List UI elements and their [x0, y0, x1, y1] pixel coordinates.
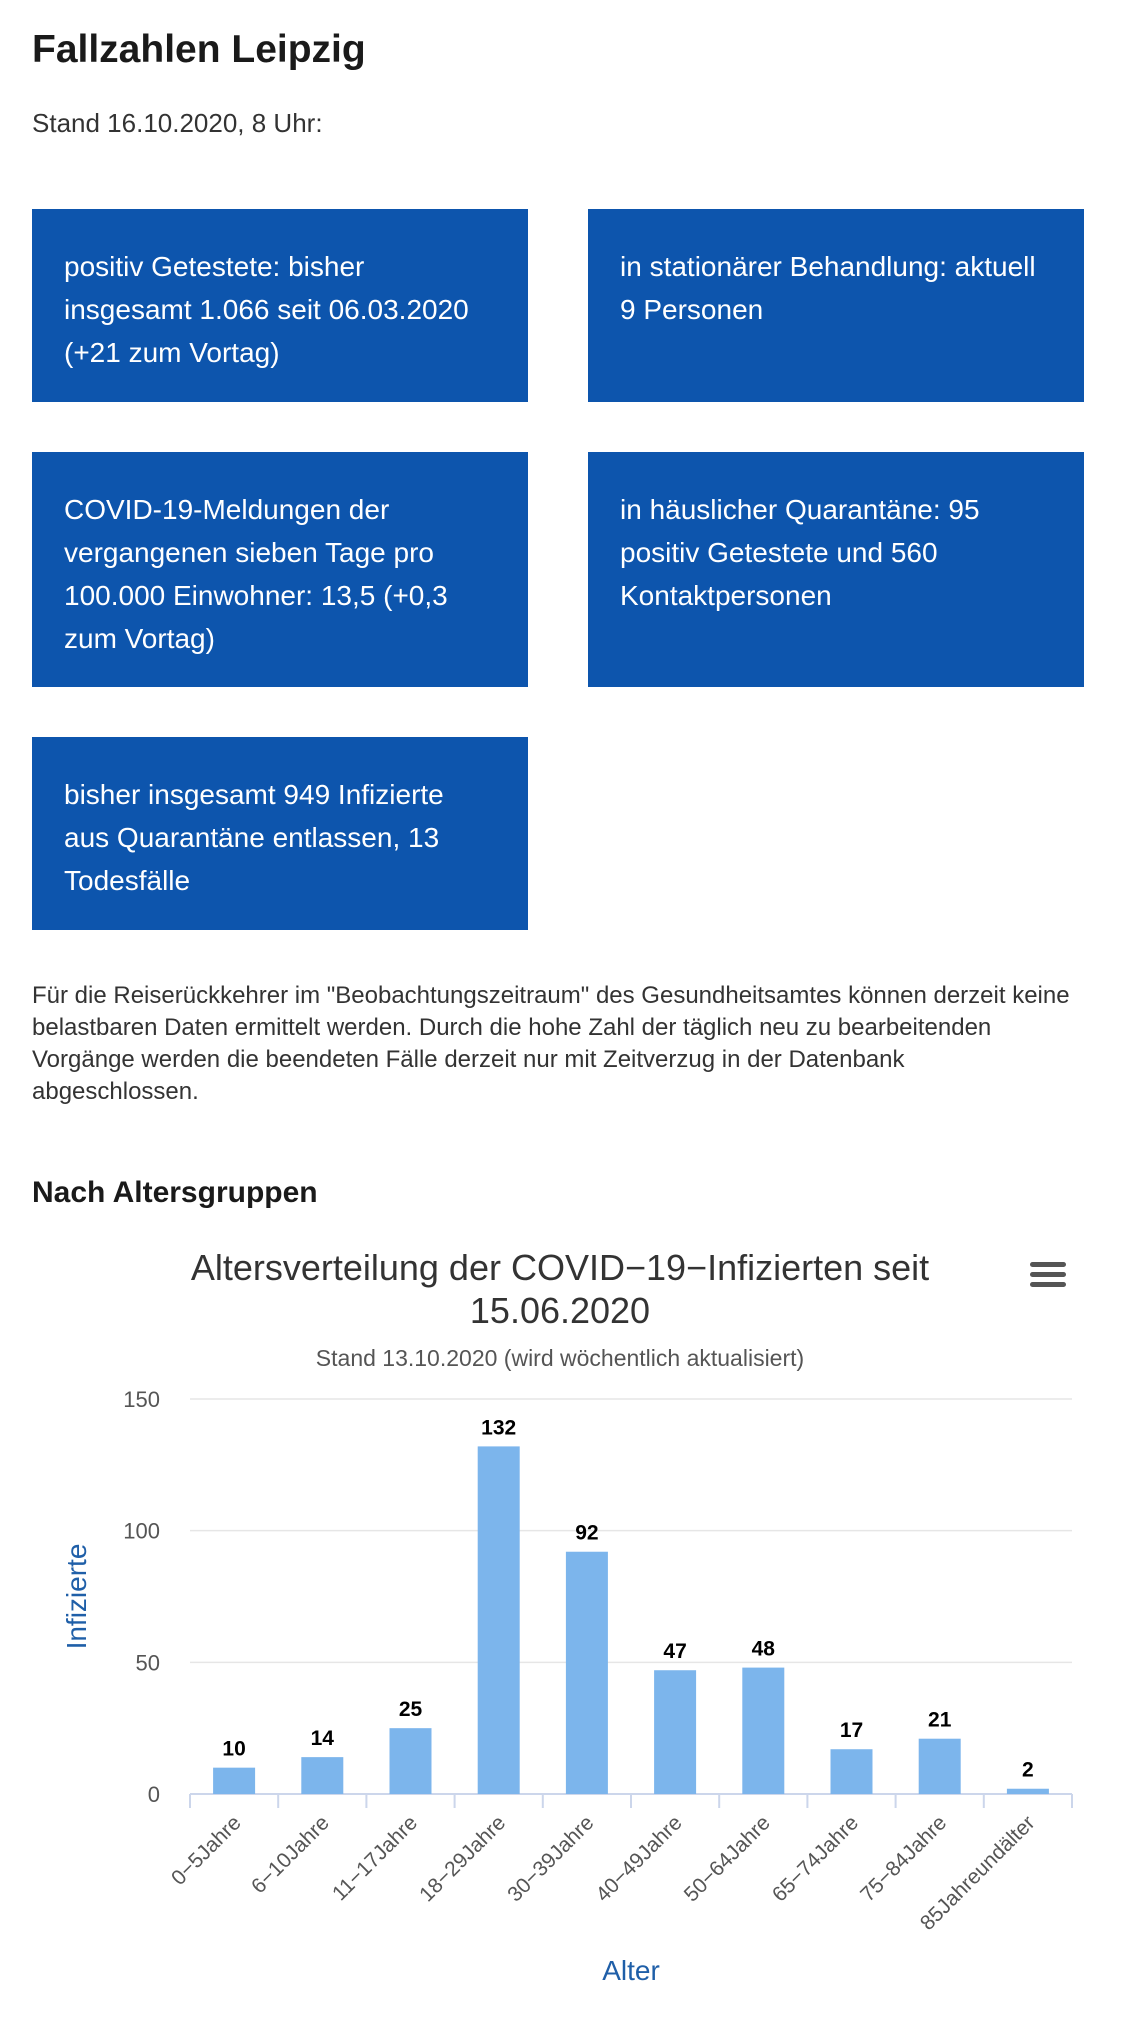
- bar: [654, 1670, 697, 1794]
- bar: [389, 1728, 432, 1794]
- stat-tile-quarantine: in häuslicher Quarantäne: 95 positiv Get…: [588, 452, 1084, 687]
- x-tick-label: 6−10Jahre: [247, 1811, 334, 1898]
- bar: [742, 1667, 785, 1794]
- stat-tile-released-deaths: bisher insgesamt 949 Infizierte aus Quar…: [32, 737, 528, 930]
- y-tick-label: 0: [148, 1782, 160, 1807]
- chart-subtitle: Stand 13.10.2020 (wird wöchentlich aktua…: [315, 1345, 805, 1371]
- stat-tile-text: in stationärer Behandlung: aktuell 9 Per…: [620, 251, 1036, 325]
- x-tick-label: 30−39Jahre: [503, 1811, 598, 1906]
- data-label: 132: [481, 1416, 516, 1439]
- x-tick-label: 0−5Jahre: [167, 1811, 246, 1890]
- data-notice: Für die Reiserückkehrer im "Beobachtungs…: [32, 982, 1070, 1105]
- bar: [830, 1749, 873, 1794]
- x-tick-label: 50−64Jahre: [680, 1811, 775, 1906]
- bar: [477, 1446, 520, 1794]
- y-axis-title: Infizierte: [61, 1544, 92, 1650]
- stat-tile-text: bisher insgesamt 949 Infizierte aus Quar…: [64, 779, 444, 896]
- bar: [301, 1757, 344, 1794]
- x-tick-label: 40−49Jahre: [592, 1811, 687, 1906]
- chart-title: Altersverteilung der COVID−19−Infizierte…: [190, 1247, 930, 1331]
- bar-chart: 0 50 100 150 10 0−5Jahre 14 6−10Jahre 25 11−17Jah…: [61, 1387, 1073, 1986]
- data-label: 2: [1022, 1759, 1034, 1782]
- data-label: 25: [399, 1698, 423, 1721]
- data-label: 17: [840, 1719, 863, 1742]
- stat-tile-text: COVID-19-Meldungen der vergangenen siebe…: [64, 494, 448, 654]
- x-tick-label: 65−74Jahre: [768, 1811, 863, 1906]
- section-title: Nach Altersgruppen: [32, 1176, 318, 1209]
- y-tick-label: 100: [123, 1519, 160, 1544]
- x-tick-label: 11−17Jahre: [328, 1811, 422, 1905]
- bar: [565, 1551, 608, 1794]
- stand-date: Stand 16.10.2020, 8 Uhr:: [32, 108, 323, 138]
- data-label: 21: [928, 1709, 952, 1732]
- x-tick-label: 75−84Jahre: [856, 1811, 951, 1906]
- bar: [918, 1738, 961, 1794]
- data-label: 10: [222, 1738, 245, 1761]
- stat-tile-text: positiv Getestete: bisher insgesamt 1.06…: [64, 251, 469, 368]
- x-axis-title: Alter: [602, 1955, 660, 1986]
- y-tick-label: 150: [123, 1387, 160, 1412]
- bar: [1006, 1788, 1049, 1794]
- hamburger-menu-icon[interactable]: [1030, 1262, 1066, 1292]
- stat-tile-incidence: COVID-19-Meldungen der vergangenen siebe…: [32, 452, 528, 687]
- stat-tile-hospital: in stationärer Behandlung: aktuell 9 Per…: [588, 209, 1084, 402]
- stat-tile-text: in häuslicher Quarantäne: 95 positiv Get…: [620, 494, 980, 611]
- page-title: Fallzahlen Leipzig: [32, 28, 366, 71]
- data-label: 14: [311, 1727, 335, 1750]
- data-label: 92: [575, 1522, 598, 1545]
- bar: [213, 1767, 256, 1794]
- data-label: 47: [663, 1640, 686, 1663]
- x-tick-label: 18−29Jahre: [415, 1811, 510, 1906]
- y-tick-label: 50: [136, 1650, 160, 1675]
- data-label: 48: [752, 1638, 776, 1661]
- stat-tile-positive-tested: positiv Getestete: bisher insgesamt 1.06…: [32, 209, 528, 402]
